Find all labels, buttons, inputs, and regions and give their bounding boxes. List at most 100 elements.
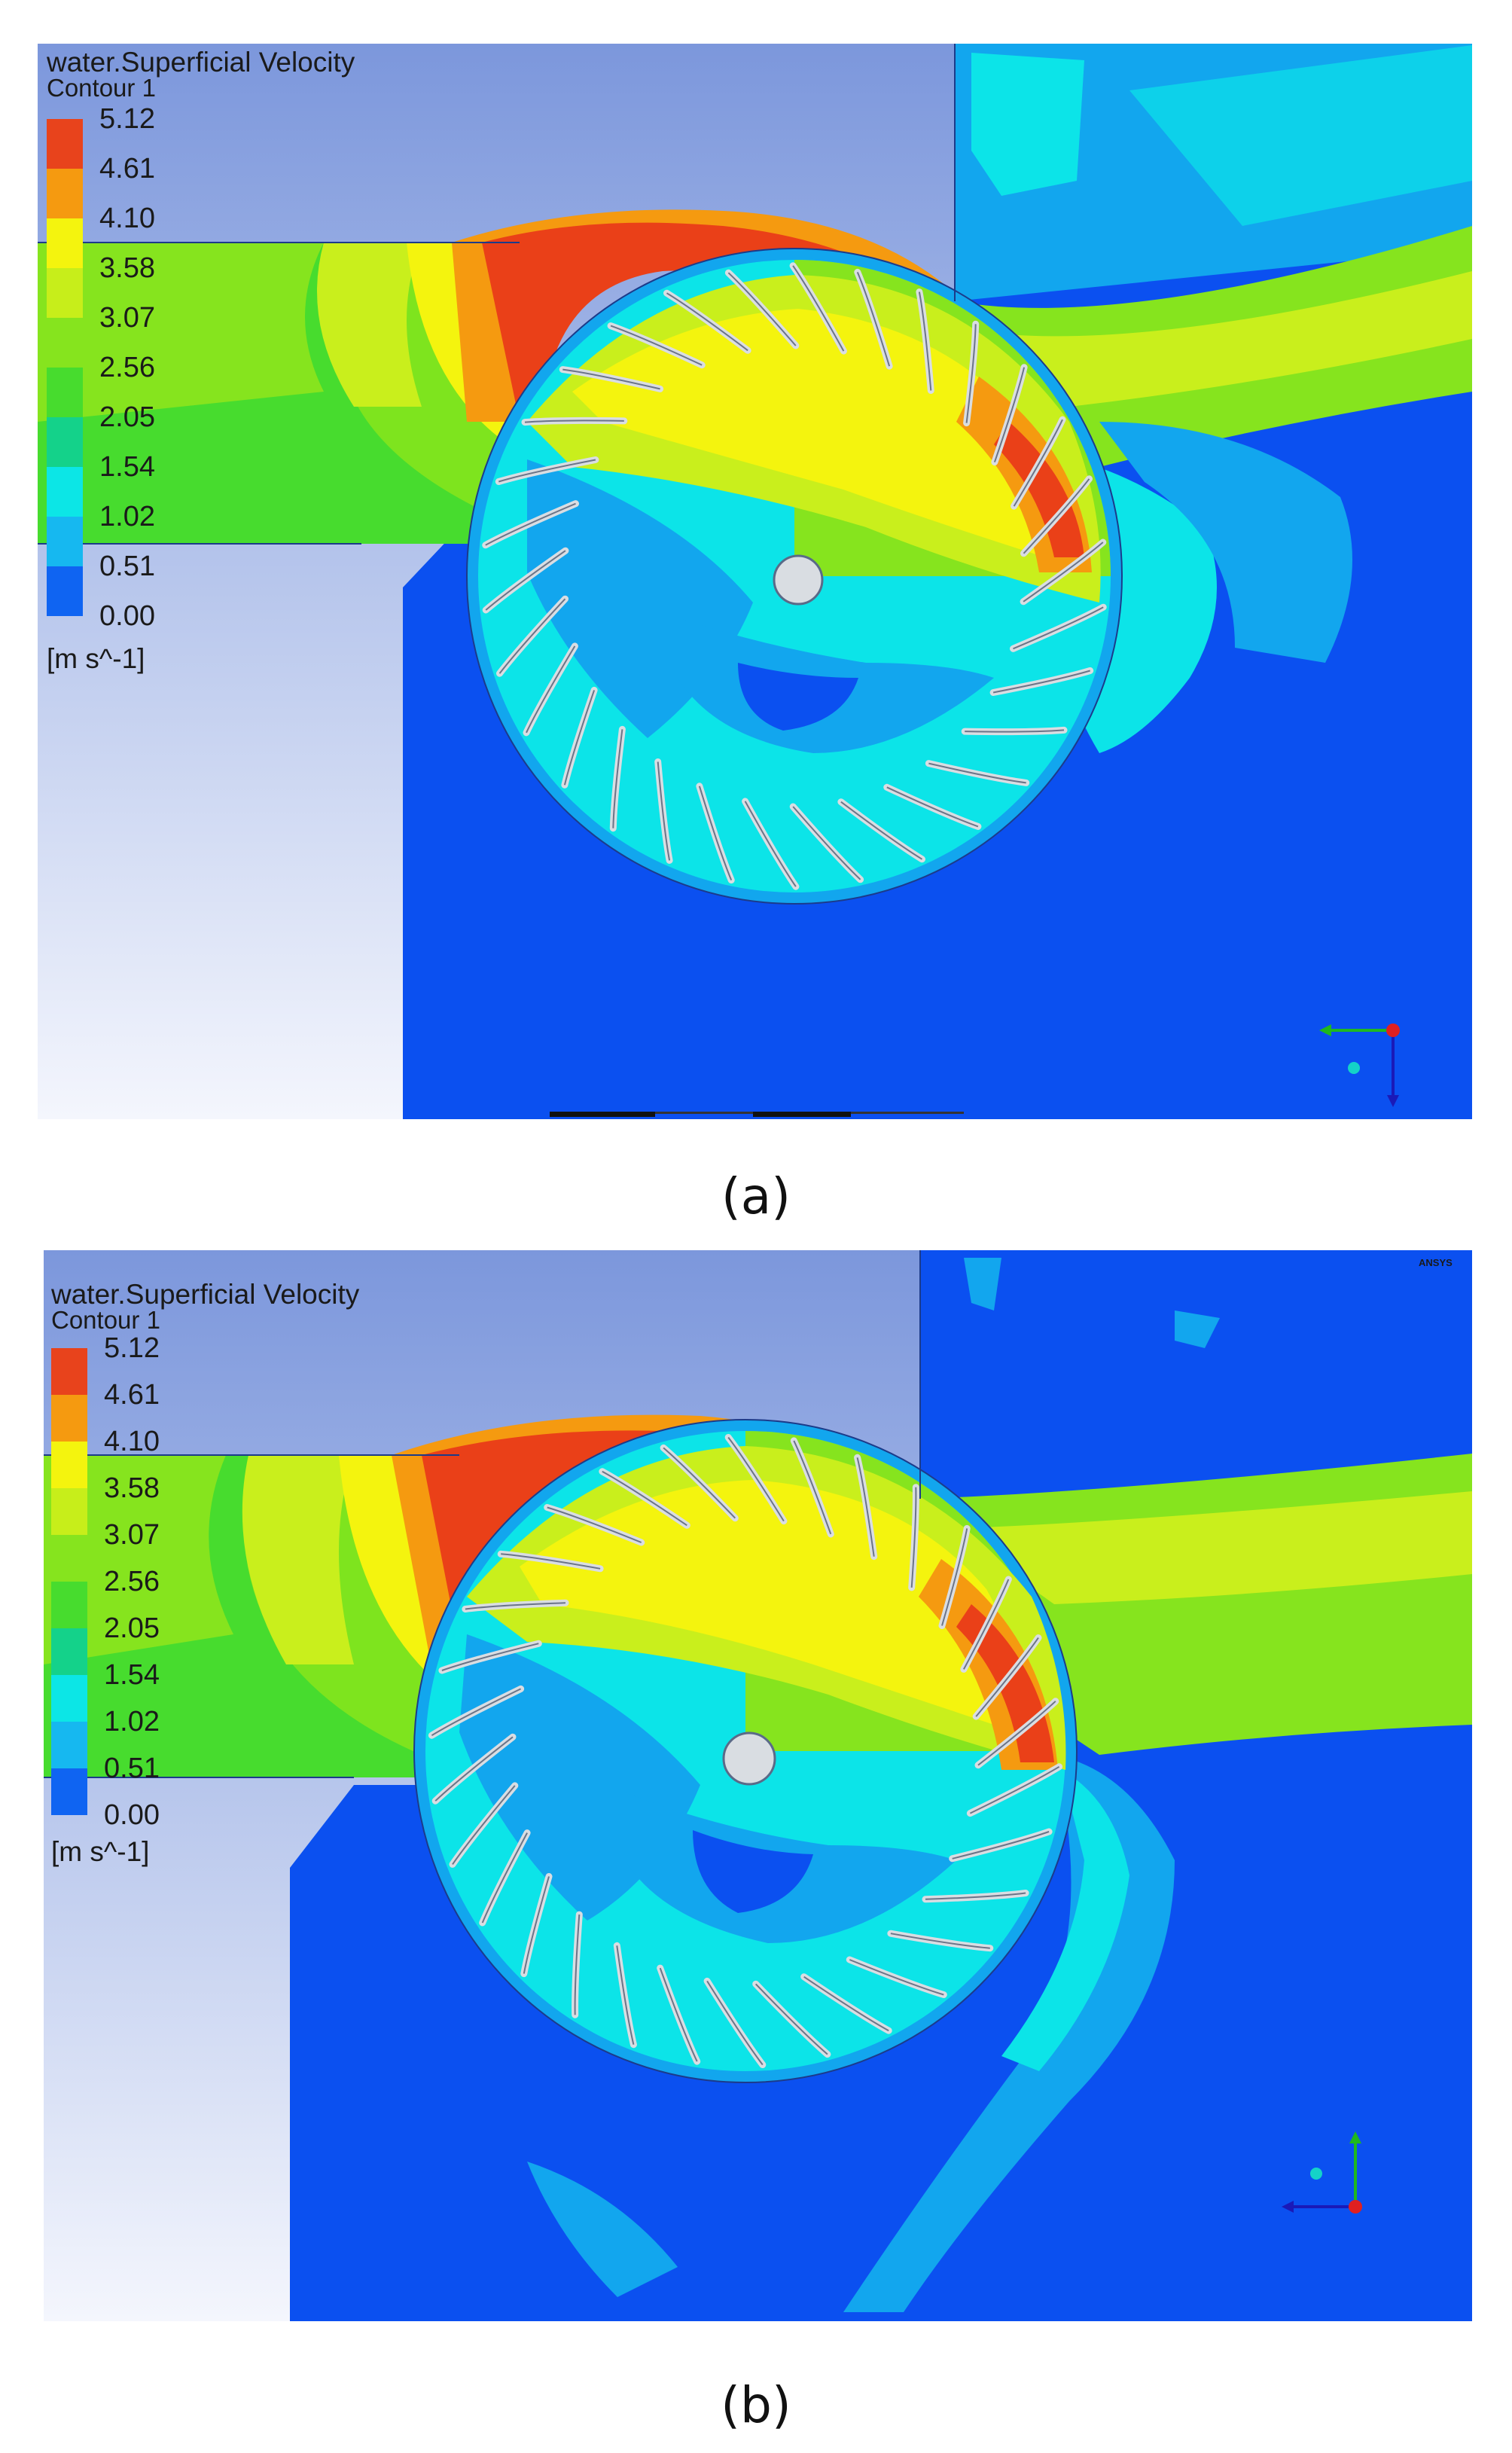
legend-swatch [47,218,83,268]
legend-swatch [51,1535,87,1582]
runner-blade-edge [657,761,671,861]
runner-blade-edge [706,1980,764,2066]
legend-level-label: 3.07 [99,302,155,334]
legend-swatch [51,1582,87,1628]
legend-swatch [51,1348,87,1395]
runner-blade-edge [524,420,624,423]
legend-level-label: 2.05 [104,1612,160,1644]
runner-blade-edge [465,1602,566,1610]
legend-level-label: 3.58 [104,1472,160,1504]
legend-level-label: 4.61 [104,1379,160,1411]
legend-swatch [47,368,83,417]
contour-plot-b [44,1250,1472,2321]
runner-blade-edge [612,729,623,828]
legend-level-label: 1.54 [99,451,155,483]
scale-bar [550,1112,964,1117]
runner-blade-edge [890,1933,990,1949]
runner-blade-edge [563,690,596,786]
runner-blade-edge [792,806,861,880]
legend-swatch [51,1395,87,1442]
runner-blade-edge [856,1457,875,1557]
legend-level-label: 1.54 [104,1659,160,1691]
legend-level-label: 2.05 [99,401,155,433]
runner-blade-edge [975,1637,1039,1717]
runner-blade-edge [849,1959,944,1996]
runner-blade-edge [574,1914,581,2015]
runner-hub [773,554,824,606]
legend-level-label: 4.10 [104,1426,160,1457]
runner-blade-edge [727,272,797,346]
runner-blade-edge [952,1831,1050,1860]
runner-blade-edge [941,1528,968,1626]
runner-hub [722,1731,776,1786]
legend-subtitle-a: Contour 1 [47,74,156,102]
legend-swatch [47,417,83,467]
runner-blade-edge [666,292,748,352]
legend-subtitle-b: Contour 1 [51,1306,160,1334]
coordinate-axes-icon [1282,2131,1362,2213]
runner-blade-edge [727,1436,785,1522]
legend-swatch [47,566,83,616]
runner-blade-edge [562,368,660,390]
legend-level-label: 2.56 [104,1566,160,1597]
runner-blade-edge [1013,606,1104,650]
runner-blade-edge [441,1643,539,1671]
runner-blade-edge [498,598,566,674]
legend-swatch [51,1722,87,1768]
ansys-logo: ANSYS [1419,1257,1453,1268]
runner-blade-edge [659,1967,698,2062]
legend-swatch [47,169,83,218]
runner-blade-edge [744,801,797,887]
runner-blade-edge [1023,542,1104,603]
runner-blade-edge [485,502,576,546]
runner-blade-edge [977,1701,1056,1766]
runner-blade-edge [698,786,733,880]
legend-units-a: [m s^-1] [47,643,145,674]
runner-blade-edge [754,1983,828,2055]
runner-blade-edge [452,1785,516,1865]
legend-swatch [47,268,83,318]
runner-blade-edge [886,786,979,828]
runner-blade-edge [918,291,932,391]
legend-swatch [47,119,83,169]
legend-swatch [51,1675,87,1722]
runner-blade-edge [434,1736,514,1802]
legend-swatch [51,1442,87,1488]
runner-blade-edge [523,1876,550,1974]
runner-blade-edge [856,272,891,367]
panel-a: water.Superficial Velocity Contour 1 5.1… [38,44,1472,1225]
legend-level-label: 5.12 [99,103,155,135]
runner-blade-edge [963,1579,1010,1670]
runner-blades [482,262,1107,890]
runner-blade-edge [840,801,923,860]
runner-blade-edge [663,1447,736,1519]
runner-blade-edge [803,1976,889,2032]
runner-blade-edge [793,1440,832,1535]
legend-title-a: water.Superficial Velocity [47,47,355,78]
legend-level-label: 0.00 [99,600,155,632]
legend-swatch [51,1488,87,1535]
runner-blade-edge [501,1553,601,1570]
legend-level-label: 0.51 [104,1753,160,1784]
legend-level-label: 1.02 [104,1706,160,1738]
runner-blade-edge [526,645,576,734]
legend-level-label: 3.07 [104,1519,160,1551]
runner-blade-edge [992,670,1090,694]
legend-level-label: 3.58 [99,252,155,284]
legend-level-label: 0.51 [99,551,155,582]
legend-level-label: 2.56 [99,352,155,383]
runner-blade-edge [993,367,1026,462]
runner-blades [428,1434,1063,2068]
runner-blade-edge [431,1688,522,1737]
coordinate-axes-icon [1319,1024,1400,1107]
runner-blade-edge [616,1945,635,2045]
caption-b: (b) [721,2376,791,2434]
legend-swatch [47,318,83,368]
legend-level-label: 0.00 [104,1799,160,1831]
legend-swatch [47,517,83,566]
runner-blade-edge [965,324,977,423]
runner-blade-edge [485,550,566,611]
legend-level-label: 4.10 [99,203,155,234]
runner-blade-edge [965,729,1065,733]
panel-b: ANSYS water.Superficial Velocity Contour… [0,1243,1512,2453]
